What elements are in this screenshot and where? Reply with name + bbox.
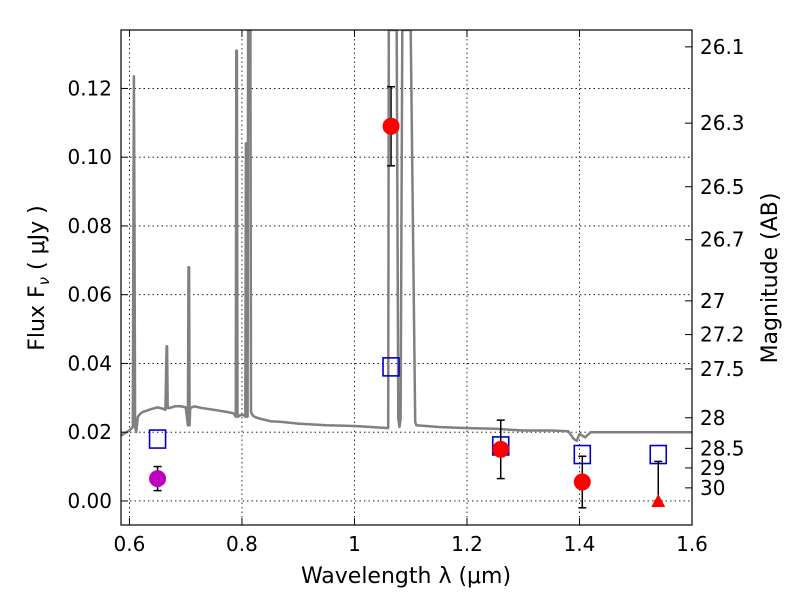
magnitude-tick-label: 29 [700, 456, 725, 480]
x-tick-label: 1 [348, 532, 361, 556]
x-tick-label: 0.8 [226, 532, 258, 556]
x-tick-label: 1.4 [564, 532, 596, 556]
x-tick-label: 1.2 [451, 532, 483, 556]
y-tick-label: 0.04 [67, 351, 112, 375]
optical-detection-point [149, 470, 167, 488]
upper-limit-triangle [651, 493, 666, 507]
y-tick-label: 0.02 [67, 420, 112, 444]
plot-frame [120, 29, 693, 526]
y-axis-label-subscript: ν [35, 277, 53, 285]
grid [121, 30, 693, 525]
observed-photometry-point [492, 440, 510, 458]
magnitude-tick-label: 26.5 [700, 175, 745, 199]
y-axis-label-flux: Flux F [25, 285, 50, 350]
model-photometry-square [148, 429, 167, 449]
model-photometry-square [382, 357, 400, 377]
magnitude-tick-label: 26.7 [700, 228, 745, 252]
x-axis-label: Wavelength λ (μm) [301, 564, 511, 589]
observed-photometry-point [382, 117, 400, 135]
y-tick-label: 0.10 [67, 145, 112, 169]
axis-ticks: 0.6 0.8 1 1.2 1.4 1.6 0.00 0.02 0.04 0.06 0.08 0.10… [67, 30, 745, 556]
x-tick-label: 0.6 [114, 532, 146, 556]
right-axis-label: Magnitude (AB) [758, 193, 783, 364]
x-tick-label: 1.6 [676, 532, 708, 556]
magnitude-tick-label: 26.3 [700, 111, 745, 135]
magnitude-tick-label: 26.1 [700, 35, 745, 59]
y-tick-label: 0.08 [67, 214, 112, 238]
magnitude-tick-label: 28 [700, 406, 725, 430]
magnitude-tick-label: 28.5 [700, 436, 745, 460]
magnitude-tick-label: 27.2 [700, 323, 745, 347]
plot-area [121, 30, 692, 509]
observed-photometry-point [573, 473, 591, 491]
magnitude-tick-label: 30 [700, 476, 725, 500]
y-tick-label: 0.06 [67, 283, 112, 307]
y-tick-label: 0.12 [67, 76, 112, 100]
magnitude-tick-label: 27.5 [700, 357, 745, 381]
y-axis-label: Flux Fν ( μJy ) [25, 205, 53, 350]
magnitude-tick-label: 27 [700, 289, 725, 313]
y-axis-label-unit: ( μJy ) [25, 205, 50, 277]
spectrum-line [121, 30, 692, 443]
y-tick-label: 0.00 [67, 489, 112, 513]
